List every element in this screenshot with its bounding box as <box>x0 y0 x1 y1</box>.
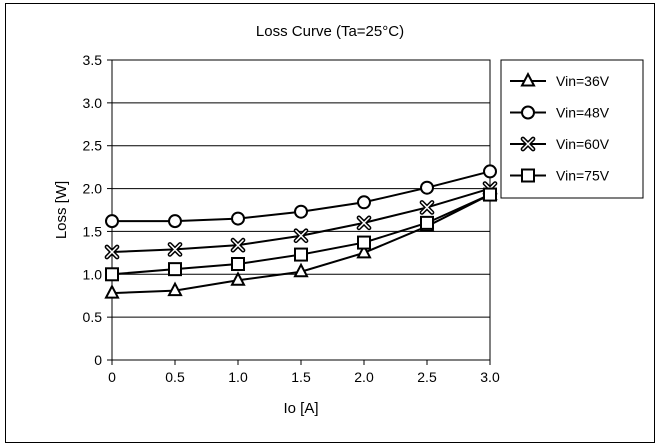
legend-marker <box>521 168 535 183</box>
legend-label: Vin=48V <box>556 105 610 121</box>
data-point <box>483 187 497 202</box>
legend-label: Vin=36V <box>556 73 610 89</box>
legend-marker <box>521 105 535 120</box>
legend-item: Vin=36V <box>510 71 610 89</box>
x-tick-label: 0 <box>108 369 116 385</box>
data-point <box>356 215 372 231</box>
data-point <box>231 211 245 226</box>
x-tick-label: 3.0 <box>480 369 500 385</box>
data-point <box>231 257 245 271</box>
legend-marker <box>520 71 536 87</box>
data-point <box>357 235 371 250</box>
legend-label: Vin=60V <box>556 136 610 152</box>
data-point <box>420 180 434 195</box>
y-tick-label: 0.5 <box>83 309 103 325</box>
data-point <box>419 200 435 215</box>
data-point <box>230 271 246 286</box>
x-tick-label: 2.5 <box>417 369 437 385</box>
data-point <box>357 195 371 210</box>
data-point <box>230 237 246 253</box>
y-axis-label: Loss [W] <box>53 181 70 239</box>
data-point <box>105 214 119 229</box>
data-point <box>294 204 308 219</box>
data-point <box>420 215 434 230</box>
legend-marker <box>520 136 536 152</box>
data-point <box>105 267 119 282</box>
data-point <box>294 247 308 262</box>
legend-item: Vin=75V <box>510 168 610 184</box>
chart-title: Loss Curve (Ta=25°C) <box>256 23 404 40</box>
data-point <box>483 164 497 179</box>
y-tick-label: 2.0 <box>83 181 103 197</box>
data-point <box>168 214 182 229</box>
data-point <box>167 242 183 257</box>
data-series <box>104 164 498 299</box>
data-point <box>293 262 309 278</box>
y-tick-label: 3.0 <box>83 95 103 111</box>
data-point <box>167 281 183 297</box>
y-tick-label: 3.5 <box>83 52 103 68</box>
y-tick-label: 1.5 <box>83 223 103 239</box>
series-vin-75v <box>105 187 497 282</box>
data-point <box>356 243 372 259</box>
data-point <box>293 228 309 244</box>
loss-curve-chart: Loss Curve (Ta=25°C) 0 0.5 1.0 1.5 2.0 2.5 3.0… <box>53 23 644 417</box>
data-point <box>168 262 182 277</box>
data-point <box>104 284 120 299</box>
x-axis: 0 0.5 1.0 1.5 2.0 2.5 3.0 <box>108 360 500 385</box>
series-vin-48v <box>105 164 497 229</box>
x-axis-label: Io [A] <box>283 400 318 417</box>
x-tick-label: 0.5 <box>165 369 185 385</box>
x-tick-label: 1.5 <box>291 369 311 385</box>
y-tick-label: 2.5 <box>83 138 103 154</box>
legend-item: Vin=48V <box>510 105 610 121</box>
legend-item: Vin=60V <box>510 136 610 152</box>
x-tick-label: 1.0 <box>228 369 248 385</box>
y-tick-label: 1.0 <box>83 266 103 282</box>
y-tick-label: 0 <box>94 352 102 368</box>
y-axis: 0 0.5 1.0 1.5 2.0 2.5 3.0 3.5 <box>83 52 112 368</box>
legend-label: Vin=75V <box>556 168 610 184</box>
x-tick-label: 2.0 <box>354 369 374 385</box>
data-point <box>104 244 120 260</box>
legend: Vin=36V Vin=48V Vin=60V Vin=75V <box>500 59 644 199</box>
